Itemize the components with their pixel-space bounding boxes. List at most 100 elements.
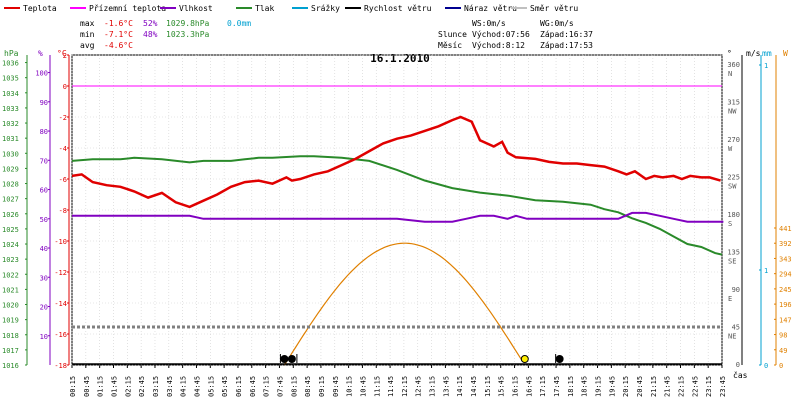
temp-tick-label: 2 bbox=[63, 52, 67, 60]
time-tick-label: 14:45 bbox=[470, 376, 478, 397]
humidity-tick-label: 20 bbox=[40, 304, 48, 312]
markers bbox=[279, 354, 564, 363]
unit-celsius: °C bbox=[57, 49, 67, 58]
time-tick-label: 03:45 bbox=[166, 376, 174, 397]
sun-info: WS:0m/s WG:0m/s Slunce Východ:07:56 Zápa… bbox=[438, 19, 593, 50]
time-tick-label: 00:45 bbox=[83, 376, 91, 397]
stats-min-label: min bbox=[80, 30, 95, 39]
direction-tick-label: 45 bbox=[732, 324, 740, 332]
solar-tick-label: 441 bbox=[779, 225, 792, 233]
pressure-tick-label: 1030 bbox=[2, 150, 19, 158]
time-tick-label: 23:15 bbox=[705, 376, 713, 397]
time-tick-label: 02:45 bbox=[138, 376, 146, 397]
rain-tick-label: 1 bbox=[764, 267, 768, 275]
solar-tick-label: 49 bbox=[779, 347, 787, 355]
stats-max-rain: 0.0mm bbox=[227, 19, 251, 28]
direction-label: SW bbox=[728, 183, 737, 191]
temp-tick-label: -6 bbox=[59, 176, 67, 184]
time-tick-label: 21:15 bbox=[650, 376, 658, 397]
time-tick-label: 15:15 bbox=[484, 376, 492, 397]
time-tick-label: 08:15 bbox=[290, 376, 298, 397]
time-tick-label: 11:45 bbox=[387, 376, 395, 397]
axes: 1036103510341033103210311030102910281027… bbox=[2, 52, 792, 370]
stats-block: max -1.6°C 52% 1029.8hPa 0.0mm min -7.1°… bbox=[80, 19, 251, 50]
rain-tick-label: 0 bbox=[764, 362, 768, 370]
pressure-tick-label: 1023 bbox=[2, 256, 19, 264]
moonset-marker bbox=[555, 355, 564, 363]
pressure-tick-label: 1034 bbox=[2, 90, 19, 98]
temp-tick-label: -8 bbox=[59, 207, 67, 215]
unit-deg: ° bbox=[727, 49, 732, 58]
pressure-tick-label: 1035 bbox=[2, 75, 19, 83]
time-tick-label: 22:15 bbox=[678, 376, 686, 397]
time-tick-label: 05:45 bbox=[221, 376, 229, 397]
time-tick-label: 06:45 bbox=[249, 376, 257, 397]
pressure-tick-label: 1017 bbox=[2, 347, 19, 355]
time-tick-label: 01:15 bbox=[97, 376, 105, 397]
pressure-tick-label: 1028 bbox=[2, 181, 19, 189]
stats-avg-label: avg bbox=[80, 41, 95, 50]
time-tick-label: 17:45 bbox=[553, 376, 561, 397]
solar-tick-label: 196 bbox=[779, 301, 792, 309]
time-tick-label: 12:45 bbox=[415, 376, 423, 397]
temp-tick-label: -16 bbox=[54, 331, 67, 339]
time-tick-label: 07:15 bbox=[263, 376, 271, 397]
solar-tick-label: 392 bbox=[779, 240, 792, 248]
direction-label: W bbox=[728, 145, 733, 153]
moonrise-marker bbox=[287, 355, 296, 363]
humidity-tick-label: 80 bbox=[40, 128, 48, 136]
temp-tick-label: 0 bbox=[63, 83, 67, 91]
temperature-line bbox=[71, 115, 721, 209]
direction-tick-label: 270 bbox=[727, 136, 740, 144]
solar-tick-label: 245 bbox=[779, 286, 792, 294]
solar-tick-label: 0 bbox=[779, 362, 783, 370]
stats-min-temp: -7.1°C bbox=[104, 30, 133, 39]
time-tick-label: 00:15 bbox=[69, 376, 77, 397]
direction-label: NE bbox=[728, 333, 736, 341]
direction-label: NW bbox=[728, 108, 737, 116]
time-tick-label: 17:15 bbox=[539, 376, 547, 397]
legend-bg bbox=[0, 0, 800, 16]
direction-label: E bbox=[728, 295, 732, 303]
stats-min-press: 1023.3hPa bbox=[166, 30, 210, 39]
unit-ms: m/s bbox=[746, 49, 761, 58]
pressure-tick-label: 1036 bbox=[2, 60, 19, 68]
time-tick-label: 20:45 bbox=[636, 376, 644, 397]
direction-tick-label: 0 bbox=[736, 361, 740, 369]
direction-tick-label: 180 bbox=[727, 211, 740, 219]
humidity-tick-label: 70 bbox=[40, 157, 48, 165]
unit-mm: mm bbox=[762, 49, 772, 58]
grid: 00:15 00:45 01:15 01:45 02:15 02:45 03:15 03:45… bbox=[69, 54, 727, 397]
time-tick-label: 05:15 bbox=[207, 376, 215, 397]
legend-label: Přízemní teplota bbox=[89, 4, 166, 13]
pressure-tick-label: 1032 bbox=[2, 120, 19, 128]
time-tick-label: 16:45 bbox=[525, 376, 533, 397]
unit-cas: čas bbox=[733, 370, 748, 380]
pressure-tick-label: 1027 bbox=[2, 196, 19, 204]
slunce-label: Slunce bbox=[438, 30, 467, 39]
humidity-tick-label: 40 bbox=[40, 245, 48, 253]
solar-tick-label: 343 bbox=[779, 255, 792, 263]
direction-tick-label: 360 bbox=[727, 61, 740, 69]
stats-avg-temp: -4.6°C bbox=[104, 41, 133, 50]
time-tick-label: 02:15 bbox=[124, 376, 132, 397]
time-tick-label: 09:15 bbox=[318, 376, 326, 397]
time-tick-label: 13:15 bbox=[429, 376, 437, 397]
pressure-tick-label: 1024 bbox=[2, 241, 19, 249]
direction-label: S bbox=[728, 220, 732, 228]
solar-tick-label: 294 bbox=[779, 271, 792, 279]
time-tick-label: 19:45 bbox=[608, 376, 616, 397]
temp-tick-label: -14 bbox=[54, 300, 67, 308]
humidity-tick-label: 100 bbox=[35, 70, 48, 78]
moon-set: Západ:17:53 bbox=[540, 41, 593, 50]
time-tick-label: 10:45 bbox=[359, 376, 367, 397]
sunset-marker bbox=[520, 355, 529, 363]
temp-tick-label: -18 bbox=[54, 362, 67, 370]
humidity-tick-label: 50 bbox=[40, 216, 48, 224]
time-tick-label: 10:15 bbox=[346, 376, 354, 397]
temp-tick-label: -2 bbox=[59, 114, 67, 122]
moon-rise: Východ:8:12 bbox=[472, 41, 525, 50]
sun-set: Západ:16:37 bbox=[540, 30, 593, 39]
legend-label: Vlhkost bbox=[179, 4, 213, 13]
